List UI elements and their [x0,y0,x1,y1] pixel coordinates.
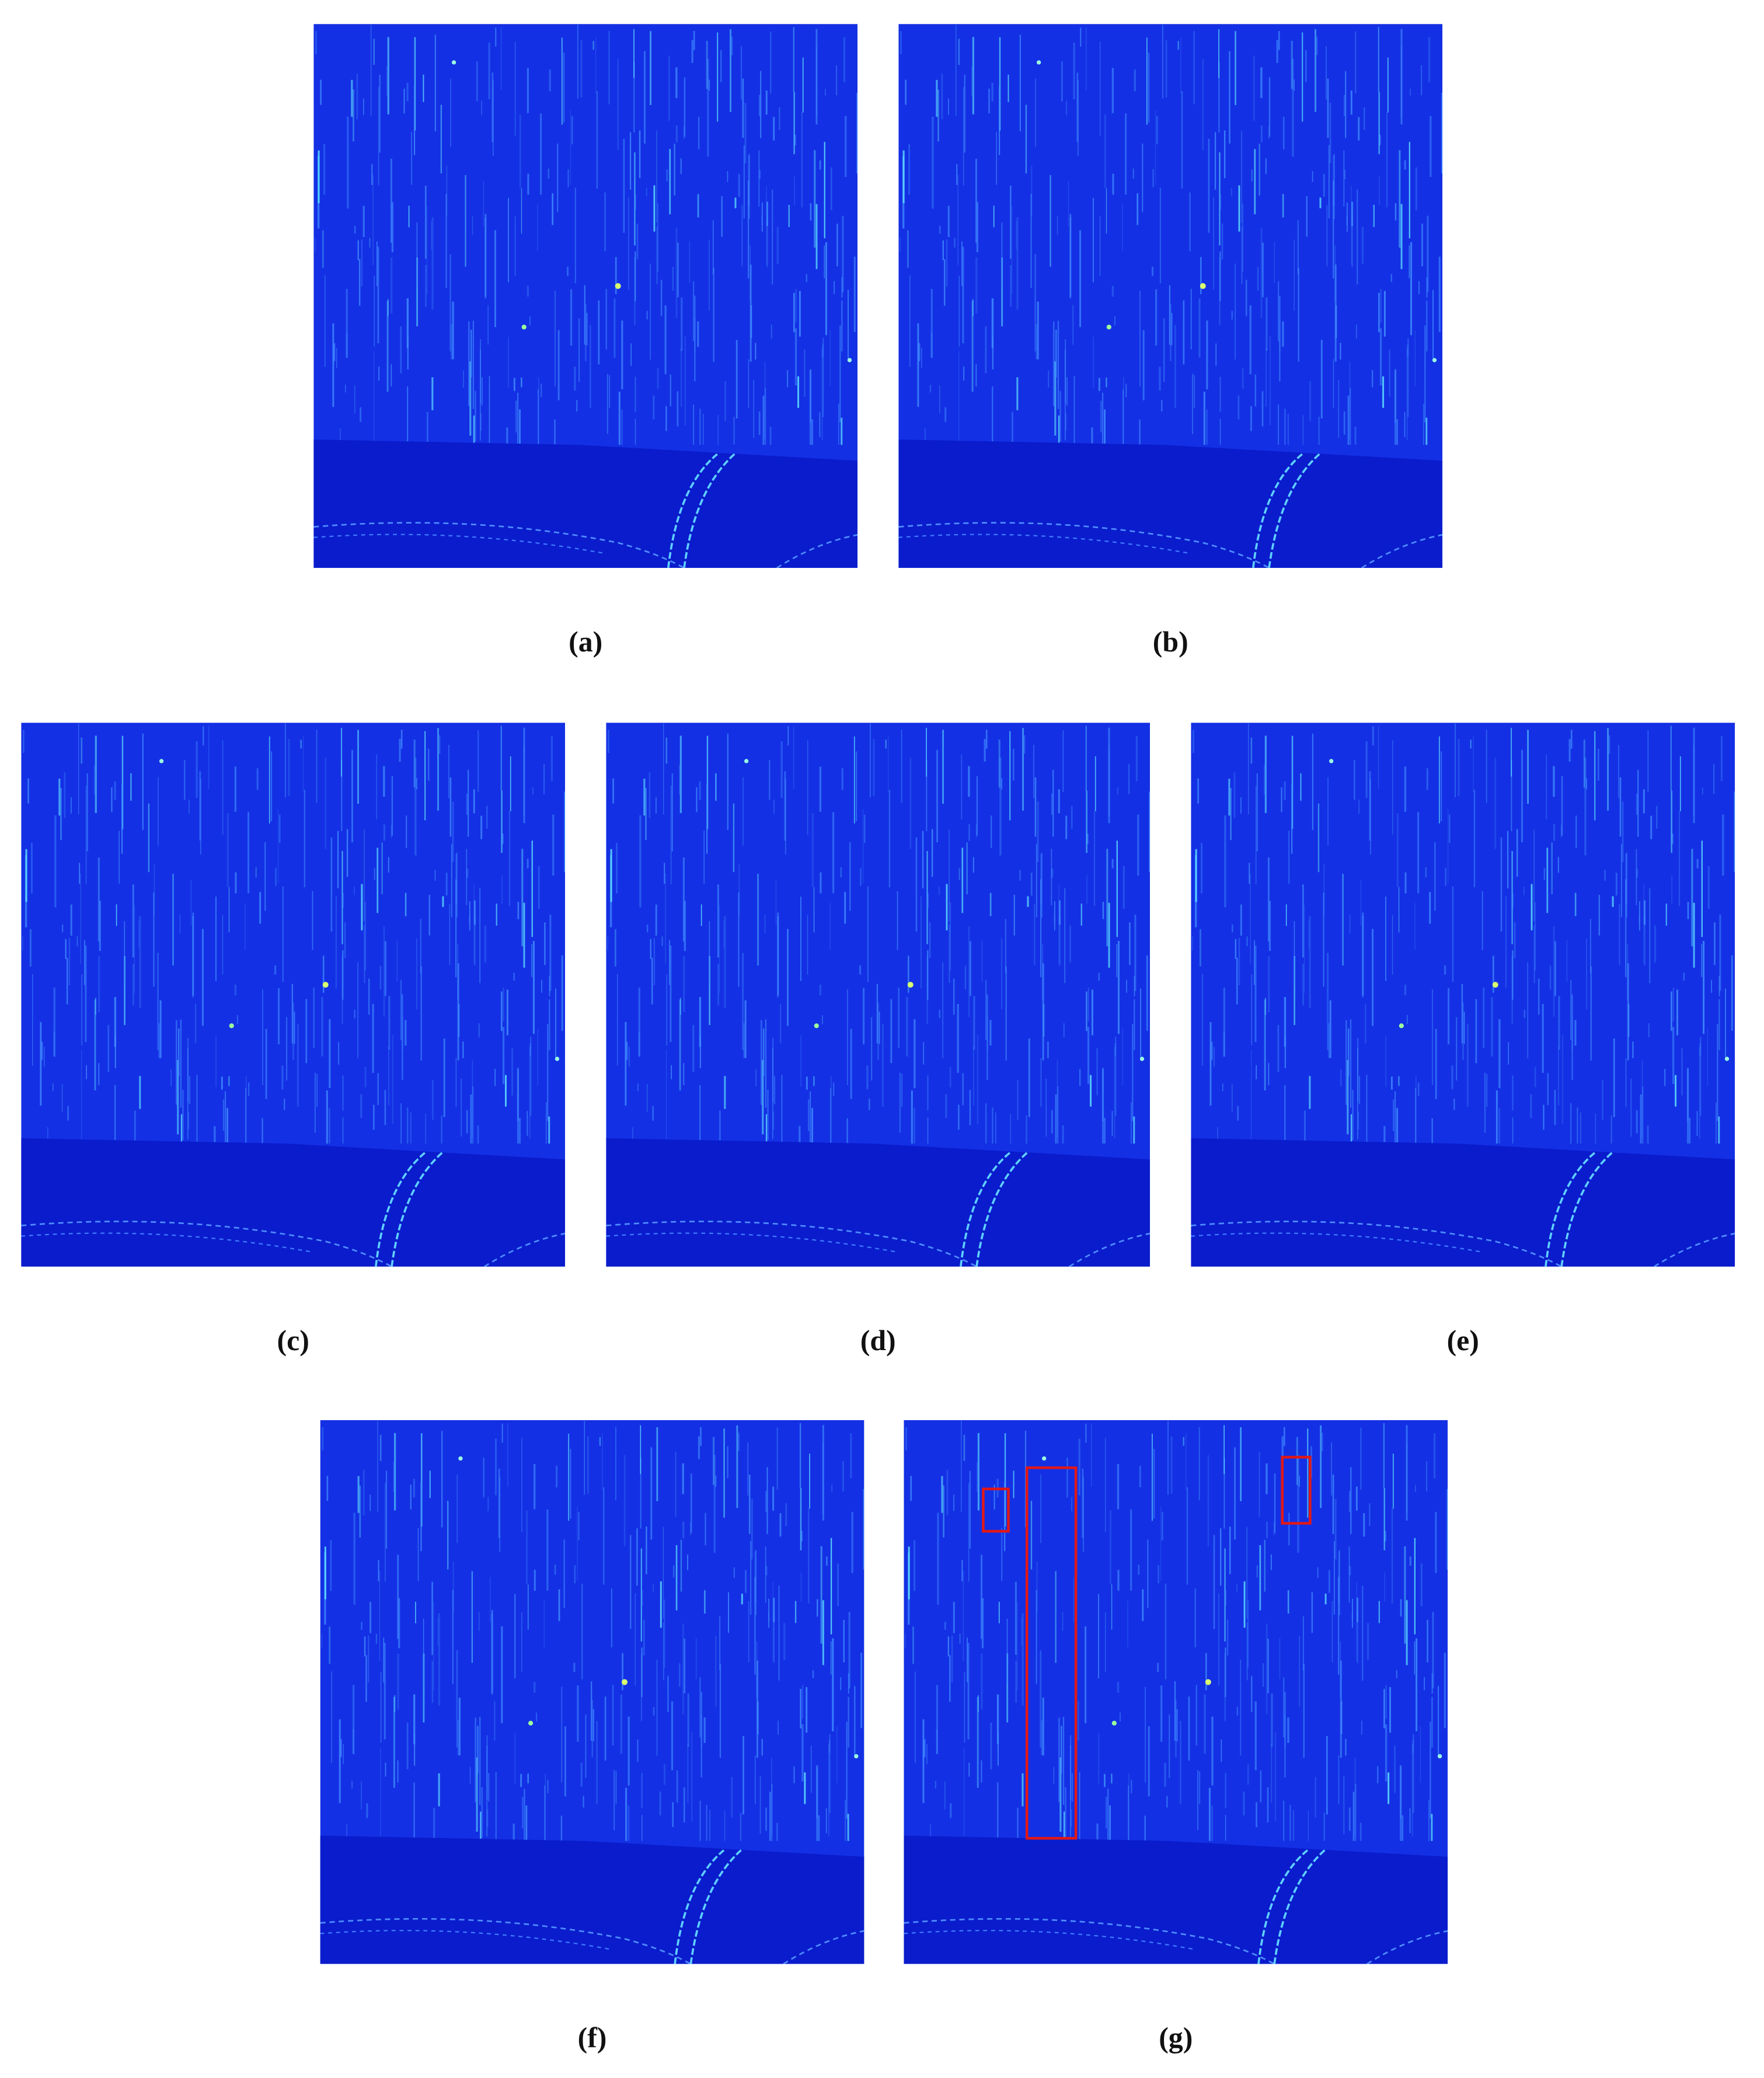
panel-image [606,723,1151,1267]
panels: (a) (b) (c) (d) (e) (f) (g) [21,24,1735,2054]
panel-image [313,24,858,568]
highlight-boxes [982,1456,1312,1840]
panel-caption: (a) [569,626,602,658]
panel-caption: (c) [277,1324,309,1357]
panel-image [1191,723,1735,1267]
panel-caption: (f) [578,2022,607,2054]
panel-image [320,1420,864,1964]
panel-image [21,723,566,1267]
highlight-box [1281,1456,1312,1525]
panel-caption: (d) [860,1324,896,1357]
highlight-box [982,1487,1010,1533]
highlight-box [1025,1466,1078,1840]
panel-caption: (e) [1447,1324,1479,1357]
panel-image [904,1420,1448,1964]
panel-image [898,24,1443,568]
panel-caption: (g) [1159,2022,1193,2054]
panel-caption: (b) [1153,626,1188,658]
